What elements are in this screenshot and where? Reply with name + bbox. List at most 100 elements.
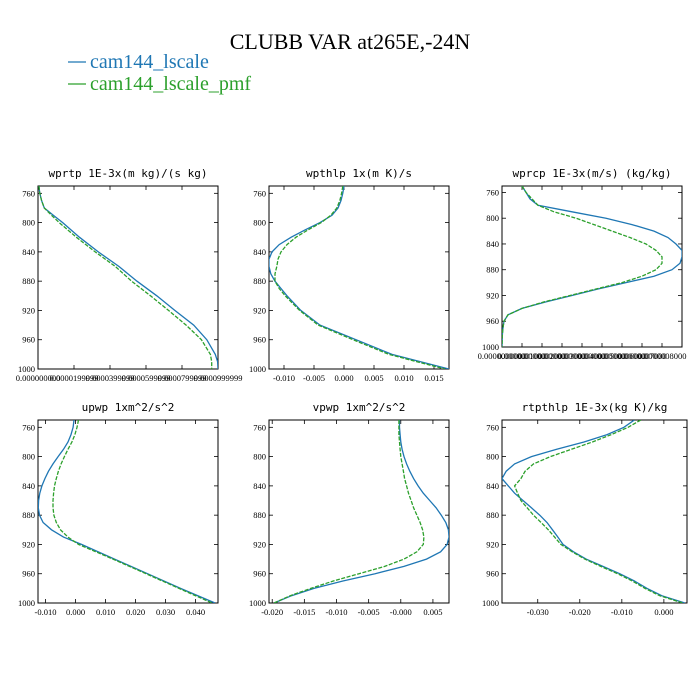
panel-frame [268,419,450,604]
y-tick-label: 800 [22,452,35,462]
series-line-1 [502,186,663,347]
panel-frame [268,185,450,370]
x-tick-label: -0.005 [303,373,325,383]
x-tick-label: -0.010 [326,607,348,617]
panel-title: vpwp 1xm^2/s^2 [313,401,406,414]
y-tick-label: 800 [486,452,499,462]
series-line-0 [269,186,449,369]
figure-title: CLUBB VAR at265E,-24N [230,29,471,54]
y-tick-label: 840 [253,247,266,257]
y-tick-label: 920 [22,539,35,549]
x-tick-label: 0.0000599999 [122,373,171,383]
y-tick-label: 760 [253,422,266,432]
x-tick-label: 0.0000001000 [498,351,547,361]
y-tick-label: 880 [22,276,35,286]
panel-title: wprtp 1E-3x(m kg)/(s kg) [49,167,208,180]
y-tick-label: 1000 [18,598,35,608]
panel-frame [501,185,683,348]
x-tick-label: 0.0000000000 [478,351,527,361]
y-tick-label: 760 [22,188,35,198]
legend-label-1: cam144_lscale_pmf [90,73,251,95]
y-tick-label: 960 [486,569,499,579]
y-tick-label: 840 [22,247,35,257]
x-tick-label: 0.0000008000 [638,351,687,361]
series-line-1 [274,186,445,369]
y-tick-label: 840 [22,481,35,491]
x-tick-label: -0.000 [390,607,412,617]
y-tick-label: 760 [253,188,266,198]
series-line-1 [52,420,213,603]
x-tick-label: -0.020 [261,607,283,617]
x-tick-label: 0.015 [424,373,443,383]
y-tick-label: 1000 [482,342,499,352]
panel-1: wpthlp 1x(m K)/s 760 800 840 880 920 960 1000 -0… [249,167,450,383]
y-tick-label: 1000 [482,598,499,608]
y-tick-label: 880 [486,510,499,520]
series-line-1 [273,420,425,603]
x-tick-label: -0.010 [35,607,57,617]
series-line-0 [502,186,682,347]
y-tick-label: 1000 [249,598,266,608]
y-tick-label: 920 [486,290,499,300]
y-tick-label: 1000 [249,364,266,374]
y-tick-label: 960 [22,335,35,345]
y-tick-label: 960 [253,335,266,345]
y-tick-label: 840 [253,481,266,491]
x-tick-label: 0.0000199999 [50,373,99,383]
panel-5: rtpthlp 1E-3x(kg K)/kg 760 800 840 880 920 960… [482,401,688,617]
panel-frame [501,419,688,604]
y-tick-label: 920 [486,539,499,549]
x-tick-label: 0.0000005000 [578,351,627,361]
y-tick-label: 840 [486,481,499,491]
x-tick-label: -0.020 [569,607,591,617]
x-tick-label: 0.0000002000 [518,351,567,361]
panel-2: wprcp 1E-3x(m/s) (kg/kg) 760 800 840 880 920 9… [478,167,687,361]
legend-label-0: cam144_lscale [90,51,209,73]
x-tick-label: 0.040 [186,607,205,617]
x-tick-label: 0.000 [66,607,85,617]
y-tick-label: 840 [486,239,499,249]
series-line-1 [38,186,213,369]
series-line-0 [273,420,449,603]
y-tick-label: 920 [253,305,266,315]
y-tick-label: 960 [22,569,35,579]
panel-title: wpthlp 1x(m K)/s [306,167,412,180]
panel-3: upwp 1xm^2/s^2 760 800 840 880 920 960 1000-0.0… [18,401,219,617]
panels: wprtp 1E-3x(m kg)/(s kg) 760 800 840 880 920 9… [16,167,688,617]
x-tick-label: 0.020 [126,607,145,617]
y-tick-label: 760 [486,187,499,197]
x-tick-label: 0.000 [334,373,353,383]
series-line-0 [38,420,216,603]
y-tick-label: 920 [22,305,35,315]
y-tick-label: 800 [253,452,266,462]
panel-title: upwp 1xm^2/s^2 [82,401,175,414]
y-tick-label: 920 [253,539,266,549]
y-tick-label: 800 [22,218,35,228]
y-tick-label: 880 [486,265,499,275]
y-tick-label: 1000 [18,364,35,374]
x-tick-label: 0.0000006000 [598,351,647,361]
legend: cam144_lscale cam144_lscale_pmf [68,51,251,95]
x-tick-label: -0.005 [358,607,380,617]
panel-frame [37,185,219,370]
x-tick-label: 0.0000399999 [86,373,135,383]
x-tick-label: -0.010 [611,607,633,617]
x-tick-label: 0.005 [364,373,383,383]
y-tick-label: 800 [486,213,499,223]
y-tick-label: 880 [22,510,35,520]
x-tick-label: 0.000 [654,607,673,617]
x-tick-label: 0.000000000 [16,373,61,383]
y-tick-label: 880 [253,276,266,286]
panel-title: rtpthlp 1E-3x(kg K)/kg [522,401,668,414]
x-tick-label: 0.0000999999 [194,373,243,383]
x-tick-label: -0.010 [273,373,295,383]
x-tick-label: -0.030 [527,607,549,617]
series-line-1 [513,420,683,603]
panel-0: wprtp 1E-3x(m kg)/(s kg) 760 800 840 880 920 9… [16,167,243,383]
y-tick-label: 960 [253,569,266,579]
x-tick-label: 0.010 [96,607,115,617]
x-tick-label: 0.0000004000 [558,351,607,361]
x-tick-label: -0.015 [293,607,315,617]
y-tick-label: 760 [22,422,35,432]
